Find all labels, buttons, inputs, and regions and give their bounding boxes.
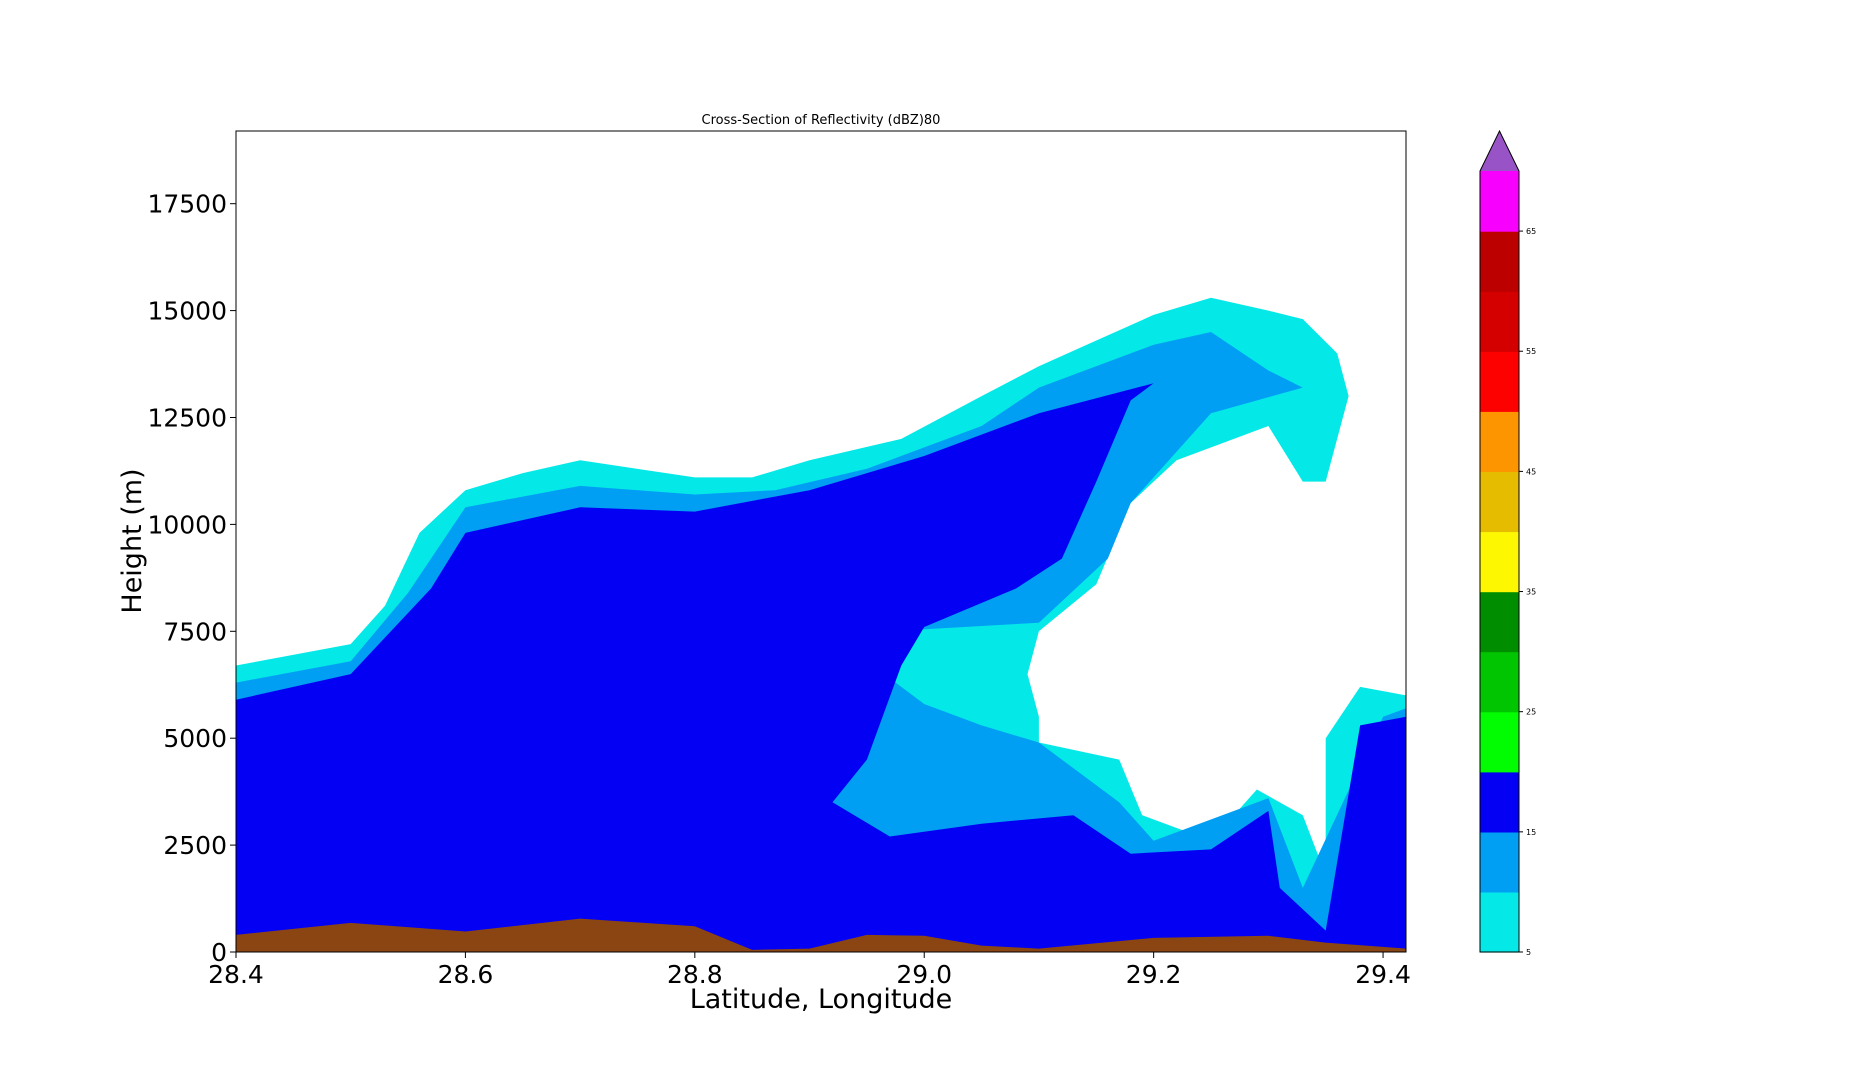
colorbar-tick-label: 25 — [1526, 708, 1536, 717]
colorbar-segment-15-20 — [1480, 771, 1519, 833]
y-tick-label: 2500 — [163, 831, 227, 860]
y-tick-label: 17500 — [147, 190, 227, 219]
colorbar-segment-50-55 — [1480, 351, 1519, 412]
colorbar-segment-10-15 — [1480, 831, 1519, 893]
contour-region-15dbz — [236, 383, 1406, 952]
y-tick-label: 5000 — [163, 724, 227, 753]
reflectivity-contours — [236, 297, 1406, 952]
colorbar-segment-5-10 — [1480, 891, 1519, 953]
x-axis-label: Latitude, Longitude — [690, 984, 953, 1015]
x-tick-label: 29.0 — [896, 960, 952, 989]
chart-title: Cross-Section of Reflectivity (dBZ)80 — [702, 113, 941, 128]
colorbar-outline — [1479, 129, 1520, 953]
y-tick-label: 15000 — [147, 297, 227, 326]
colorbar-tick-label: 35 — [1526, 588, 1536, 597]
terrain-profile — [236, 918, 1406, 952]
terrain-layer — [236, 918, 1406, 952]
x-tick-label: 29.4 — [1355, 960, 1411, 989]
colorbar-segment-45-50 — [1480, 411, 1519, 472]
colorbar: 5 15 25 35 45 55 65 — [1479, 129, 1536, 957]
y-axis-label: Height (m) — [117, 468, 148, 613]
colorbar-tick-label: 45 — [1526, 467, 1536, 476]
plot-frame — [235, 130, 1407, 953]
colorbar-segment-60-65 — [1480, 231, 1519, 292]
colorbar-segment-25-30 — [1480, 651, 1519, 713]
colorbar-tick-label: 5 — [1526, 948, 1531, 957]
x-axis-ticks: 28.4 28.6 28.8 29.0 29.2 29.4 — [208, 952, 1411, 989]
x-tick-label: 29.2 — [1126, 960, 1182, 989]
colorbar-segment-20-25 — [1480, 711, 1519, 773]
x-tick-label: 28.6 — [438, 960, 494, 989]
colorbar-extend-arrow — [1480, 131, 1519, 171]
colorbar-segment-65-70 — [1480, 171, 1519, 232]
colorbar-tick-label: 65 — [1526, 227, 1536, 236]
y-tick-label: 10000 — [147, 510, 227, 539]
y-tick-label: 12500 — [147, 403, 227, 432]
x-tick-label: 28.4 — [208, 960, 264, 989]
x-tick-label: 28.8 — [667, 960, 723, 989]
y-tick-label: 7500 — [163, 617, 227, 646]
colorbar-segment-40-45 — [1480, 471, 1519, 533]
plot-area — [236, 131, 1406, 952]
y-tick-label: 0 — [211, 938, 227, 967]
colorbar-segment-30-35 — [1480, 591, 1519, 653]
colorbar-tick-label: 15 — [1526, 828, 1536, 837]
colorbar-segment-55-60 — [1480, 291, 1519, 352]
colorbar-segment-35-40 — [1480, 531, 1519, 593]
colorbar-tick-label: 55 — [1526, 347, 1536, 356]
y-axis-ticks: 0 2500 5000 7500 10000 12500 15000 17500 — [147, 190, 236, 967]
